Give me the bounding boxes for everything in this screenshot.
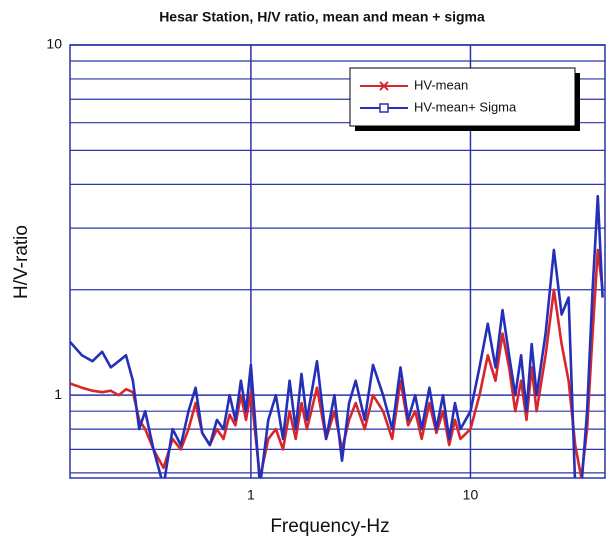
- chart-title: Hesar Station, H/V ratio, mean and mean …: [159, 9, 485, 25]
- legend-label: HV-mean+ Sigma: [414, 99, 517, 114]
- y-tick-label: 10: [46, 36, 62, 52]
- legend-marker: [379, 103, 389, 113]
- x-axis-label: Frequency-Hz: [270, 516, 389, 537]
- legend-marker: [379, 81, 389, 91]
- x-tick-label: 1: [247, 487, 255, 503]
- y-axis-label: H/V-ratio: [11, 225, 32, 299]
- legend-label: HV-mean: [414, 77, 468, 92]
- data-line: [70, 194, 604, 478]
- plot-area: [70, 194, 604, 478]
- legend-box: [349, 67, 576, 127]
- plot-frame: [69, 44, 606, 479]
- x-tick-label: 10: [463, 487, 479, 503]
- y-tick-label: 1: [54, 386, 62, 402]
